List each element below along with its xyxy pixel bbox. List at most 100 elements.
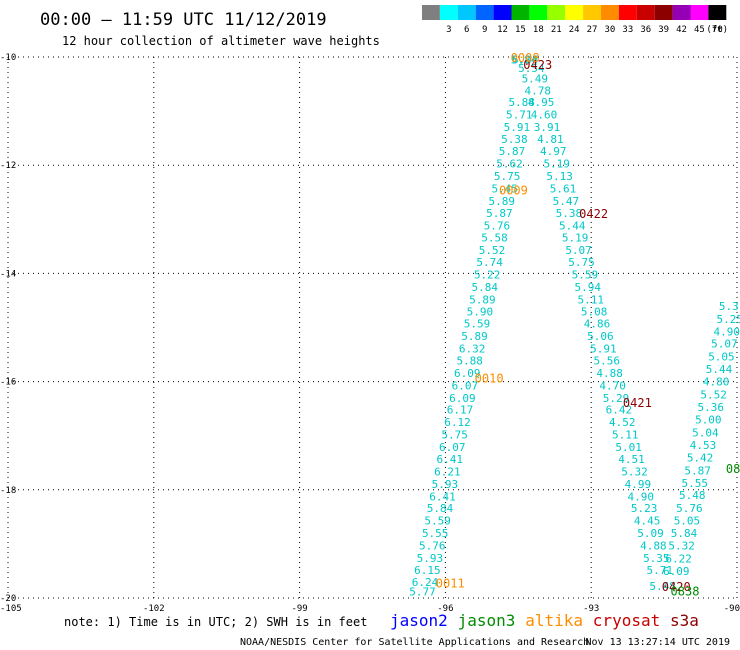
scale-swatch xyxy=(457,5,476,20)
wave-height-value: 5.76 xyxy=(484,219,511,232)
wave-height-value: 5.07 xyxy=(565,244,592,257)
scale-tick-label: 24 xyxy=(569,25,580,35)
wave-height-value: 5.58 xyxy=(481,232,508,245)
wave-height-value: 6.24 xyxy=(412,576,439,589)
wave-height-value: 5.05 xyxy=(674,515,701,528)
scale-swatch xyxy=(493,5,512,20)
wave-height-value: 5.71 xyxy=(506,108,533,121)
x-tick-label: -93 xyxy=(583,604,599,614)
scale-swatch xyxy=(565,5,584,20)
wave-height-value: 5.08 xyxy=(581,305,608,318)
wave-height-value: 5.22 xyxy=(474,268,501,281)
y-tick-label: -16 xyxy=(0,378,16,388)
wave-height-value: 5.25 xyxy=(716,313,740,326)
y-tick-label: -10 xyxy=(0,53,16,63)
wave-height-value: 5.94 xyxy=(575,281,602,294)
scale-swatch xyxy=(439,5,458,20)
scale-swatch xyxy=(636,5,655,20)
wave-height-value: 5.36 xyxy=(698,401,725,414)
scale-tick-label: 3 xyxy=(446,25,451,35)
wave-height-value: 5.61 xyxy=(550,182,577,195)
wave-height-value: 5.31 xyxy=(719,300,740,313)
wave-height-value: 5.48 xyxy=(649,580,676,593)
wave-height-value: 5.89 xyxy=(489,195,516,208)
scale-swatch xyxy=(601,5,619,20)
wave-height-value: 5.23 xyxy=(631,502,658,515)
wave-height-value: 5.09 xyxy=(637,527,664,540)
scale-tick-label: 33 xyxy=(622,25,633,35)
x-tick-label: -105 xyxy=(0,604,22,614)
wave-height-value: 4.88 xyxy=(640,540,667,553)
legend-entry: cryosat xyxy=(593,611,660,630)
wave-height-value: 4.51 xyxy=(618,453,645,466)
wave-height-value: 5.75 xyxy=(568,256,595,269)
wave-height-value: 5.84 xyxy=(472,281,499,294)
wave-height-value: 5.55 xyxy=(681,477,708,490)
wave-height-value: 5.88 xyxy=(456,355,483,368)
wave-height-value: 5.11 xyxy=(612,429,639,442)
wave-height-value: 5.38 xyxy=(501,133,528,146)
scale-tick-label: 39 xyxy=(658,25,669,35)
scale-tick-label: 15 xyxy=(515,25,526,35)
wave-height-value: 5.07 xyxy=(711,338,738,351)
wave-height-value: 4.70 xyxy=(599,379,626,392)
wave-height-value: 4.53 xyxy=(690,439,717,452)
wave-height-value: 4.90 xyxy=(628,490,655,503)
wave-height-value: 5.62 xyxy=(496,158,523,171)
x-tick-label: -102 xyxy=(143,604,165,614)
y-tick-label: -20 xyxy=(0,594,16,604)
scale-swatch xyxy=(618,5,637,20)
wave-height-value: 4.81 xyxy=(537,133,564,146)
pass-time-label: 0423 xyxy=(523,58,552,72)
wave-height-value: 5.48 xyxy=(679,489,706,502)
wave-height-value: 5.05 xyxy=(708,351,735,364)
wave-height-value: 6.15 xyxy=(414,564,441,577)
wave-height-value: 6.07 xyxy=(439,441,466,454)
chart-title: 00:00 – 11:59 UTC 11/12/2019 xyxy=(40,10,327,30)
footer-timestamp: Nov 13 13:27:14 UTC 2019 xyxy=(586,637,731,648)
scale-swatch xyxy=(654,5,673,20)
scale-tick-label: 45 xyxy=(694,25,705,35)
pass-time-label: 0009 xyxy=(499,184,528,198)
color-scale: 3 6 9 12 15 18 21 24 27 30 33 36 39 42 45 70 xyxy=(422,5,727,35)
wave-height-value: 5.76 xyxy=(419,540,446,553)
pass-time-label: 0420 xyxy=(662,580,691,594)
pass-time-label: 0011 xyxy=(436,576,465,590)
wave-height-value: 5.91 xyxy=(590,343,617,356)
scale-swatch xyxy=(583,5,601,20)
wave-height-value: 5.84 xyxy=(427,502,454,515)
chart-subtitle: 12 hour collection of altimeter wave hei… xyxy=(62,34,380,48)
wave-height-value: 5.71 xyxy=(646,564,673,577)
wave-height-value: 5.87 xyxy=(499,145,526,158)
wave-height-value: 6.32 xyxy=(459,343,486,356)
footer-note: note: 1) Time is in UTC; 2) SWH is in fe… xyxy=(64,615,367,629)
legend-entry: jason2 xyxy=(390,611,448,630)
wave-height-value: 5.13 xyxy=(546,170,573,183)
wave-height-value: 5.47 xyxy=(553,195,580,208)
wave-height-value: 5.59 xyxy=(572,268,599,281)
legend-entry: s3a xyxy=(670,611,699,630)
wave-height-value: 5.87 xyxy=(486,207,513,220)
wave-height-value: 5.45 xyxy=(491,182,518,195)
wave-height-value: 6.09 xyxy=(449,392,476,405)
scale-swatch xyxy=(422,5,440,20)
wave-height-value: 6.09 xyxy=(454,367,481,380)
wave-height-value: 5.89 xyxy=(461,330,488,343)
wave-height-value: 5.32 xyxy=(621,465,648,478)
plot-grid xyxy=(7,56,738,599)
legend-entry: altika xyxy=(525,611,583,630)
scale-tick-label: 21 xyxy=(551,25,562,35)
wave-height-value: 5.32 xyxy=(668,540,695,553)
scale-swatch xyxy=(529,5,548,20)
scale-swatch xyxy=(511,5,530,20)
wave-height-value: 6.42 xyxy=(606,404,633,417)
axes: -105 -102 -99 -96 -93 -90 -10 -12 -14 -16 -18 -20 xyxy=(0,53,740,614)
wave-height-value: 5.11 xyxy=(577,293,604,306)
wave-height-value: 5.00 xyxy=(695,413,722,426)
wave-height-value: 6.17 xyxy=(447,404,474,417)
wave-height-value: 5.91 xyxy=(504,121,531,134)
wave-height-value: 5.75 xyxy=(441,429,468,442)
wave-height-value: 5.52 xyxy=(700,389,727,402)
